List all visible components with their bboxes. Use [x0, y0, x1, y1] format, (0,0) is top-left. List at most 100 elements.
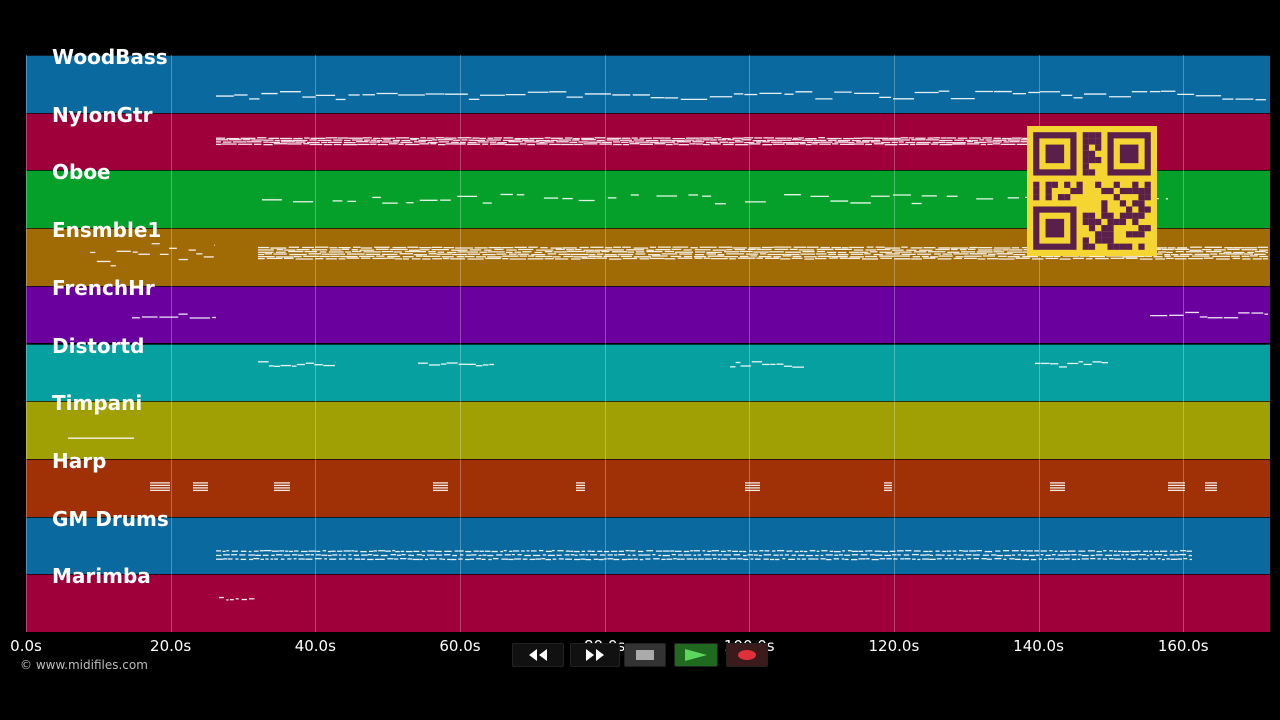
time-tick-label: 160.0s	[1157, 637, 1209, 655]
qr-module	[1082, 169, 1089, 176]
track-label: GM Drums	[52, 506, 169, 531]
time-tick-label: 20.0s	[150, 637, 192, 655]
qr-module	[1107, 243, 1114, 250]
rewind-icon	[529, 649, 547, 661]
qr-module	[1095, 132, 1102, 139]
qr-module	[1132, 187, 1139, 195]
track-label: Harp	[52, 448, 107, 473]
fast-forward-icon	[586, 649, 604, 661]
gridline	[749, 55, 751, 632]
qr-module	[1107, 218, 1114, 226]
track-lane-harp[interactable]	[26, 458, 1270, 517]
gridline	[1183, 55, 1185, 632]
gridline	[1038, 55, 1040, 632]
track-label: Ensmble1	[52, 218, 162, 243]
time-tick-label: 40.0s	[294, 637, 336, 655]
qr-module	[1144, 206, 1151, 213]
qr-module	[1126, 206, 1133, 213]
qr-module	[1119, 243, 1127, 250]
qr-module	[1070, 187, 1077, 195]
qr-module	[1101, 225, 1108, 232]
track-label: FrenchHr	[52, 275, 155, 300]
qr-module	[1113, 194, 1120, 201]
track-label: Distortd	[52, 333, 145, 358]
qr-module	[1138, 231, 1145, 238]
qr-module	[1064, 181, 1071, 188]
qr-module	[1088, 212, 1096, 219]
track-label: Marimba	[52, 564, 151, 589]
gridline	[893, 55, 895, 632]
track-lane-timpani[interactable]	[26, 401, 1270, 459]
qr-module	[1132, 212, 1139, 219]
track-lane-frenchhr[interactable]	[26, 285, 1270, 344]
qr-module	[1126, 212, 1133, 219]
qr-module	[1082, 150, 1089, 157]
fast-forward-button[interactable]	[570, 643, 620, 667]
qr-module	[1107, 187, 1114, 195]
qr-module	[1057, 194, 1065, 201]
qr-module	[1088, 169, 1096, 176]
track-lane-gm-drums[interactable]	[26, 516, 1270, 575]
qr-module	[1138, 194, 1145, 201]
qr-code-pattern	[1033, 132, 1151, 250]
qr-module	[1138, 206, 1145, 213]
qr-module	[1082, 212, 1089, 219]
track-lane-marimba[interactable]	[26, 574, 1270, 632]
play-icon	[685, 649, 707, 661]
qr-module	[1088, 243, 1096, 250]
qr-module	[1107, 225, 1114, 232]
qr-module	[1138, 187, 1145, 195]
qr-module	[1113, 243, 1120, 250]
qr-module	[1101, 212, 1108, 219]
record-button[interactable]	[726, 643, 768, 667]
rewind-button[interactable]	[512, 643, 564, 667]
qr-module	[1095, 144, 1102, 151]
qr-module	[1101, 231, 1108, 238]
qr-module	[1144, 181, 1151, 188]
qr-module	[1051, 181, 1058, 188]
gridline	[459, 55, 461, 632]
qr-module	[1095, 156, 1102, 164]
qr-module	[1082, 144, 1089, 151]
copyright-text: © www.midifiles.com	[20, 658, 148, 672]
qr-module	[1132, 200, 1139, 207]
gridline	[26, 55, 27, 632]
qr-module	[1101, 200, 1108, 207]
qr-module	[1095, 237, 1102, 244]
play-button[interactable]	[674, 643, 718, 667]
qr-module	[1045, 187, 1052, 195]
record-icon	[738, 650, 756, 660]
qr-module	[1101, 187, 1108, 195]
qr-module	[1045, 144, 1065, 164]
track-label: Timpani	[52, 391, 143, 416]
qr-module	[1144, 225, 1151, 232]
stop-button[interactable]	[624, 643, 666, 667]
track-lane-woodbass[interactable]	[26, 55, 1270, 113]
qr-module	[1132, 218, 1139, 226]
track-label: NylonGtr	[52, 102, 153, 127]
qr-module	[1033, 181, 1040, 188]
qr-module	[1119, 187, 1127, 195]
qr-module	[1107, 237, 1114, 244]
qr-code[interactable]	[1027, 126, 1157, 256]
qr-module	[1088, 156, 1096, 164]
track-label: WoodBass	[52, 45, 168, 69]
qr-module	[1107, 212, 1114, 219]
qr-module	[1033, 187, 1040, 195]
qr-module	[1126, 243, 1133, 250]
track-lane-distortd[interactable]	[26, 343, 1270, 402]
qr-module	[1082, 138, 1089, 145]
qr-module	[1119, 144, 1139, 164]
qr-module	[1076, 181, 1083, 188]
qr-module	[1045, 218, 1065, 238]
qr-module	[1107, 231, 1114, 238]
time-tick-label: 140.0s	[1013, 637, 1064, 655]
time-tick-label: 60.0s	[439, 637, 481, 655]
qr-module	[1132, 181, 1139, 188]
gridline	[604, 55, 606, 632]
qr-module	[1095, 218, 1102, 226]
qr-module	[1144, 194, 1151, 201]
qr-module	[1076, 187, 1083, 195]
qr-module	[1138, 200, 1145, 207]
